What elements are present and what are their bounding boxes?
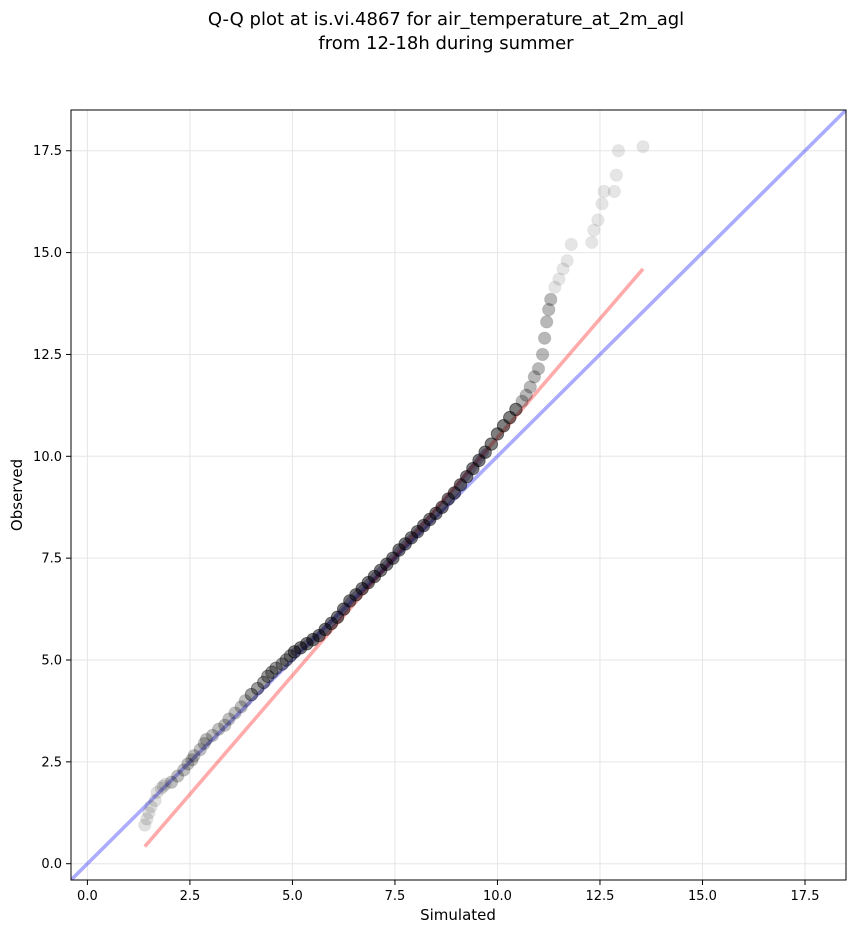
y-axis-ticks: 0.0 2.5 5.0 7.5 10.0 12.5 15.0 17.5 — [33, 144, 71, 872]
qq-point — [197, 736, 211, 751]
qq-point — [140, 812, 154, 826]
y-tick-label: 7.5 — [41, 552, 62, 567]
qq-point — [539, 315, 554, 329]
x-tick-label: 10.0 — [483, 889, 512, 904]
qq-point — [158, 777, 173, 791]
qq-point — [138, 818, 152, 832]
plot-frame — [70, 109, 847, 881]
x-tick-label: 15.0 — [688, 889, 717, 904]
x-tick-label: 12.5 — [585, 889, 614, 904]
qq-point — [527, 370, 542, 384]
qq-point — [585, 235, 599, 250]
x-axis-ticks: 0.0 2.5 5.0 7.5 10.0 12.5 15.0 17.5 — [77, 880, 819, 904]
qq-point — [218, 718, 232, 732]
y-tick-label: 12.5 — [33, 348, 62, 363]
qq-point — [222, 712, 236, 726]
grid-lines — [71, 110, 846, 880]
qq-point — [564, 237, 578, 252]
qq-point — [597, 184, 611, 199]
qq-point — [187, 749, 201, 763]
plot-area — [71, 110, 846, 880]
y-tick-label: 10.0 — [33, 450, 62, 465]
x-axis-label: Simulated — [420, 906, 496, 924]
qq-point — [636, 139, 650, 154]
qq-point — [205, 728, 220, 743]
qq-point — [531, 362, 546, 376]
qq-point — [228, 706, 242, 720]
qq-point — [199, 732, 214, 747]
qq-point — [234, 700, 248, 714]
qq-point — [537, 331, 552, 345]
qq-point — [265, 665, 279, 679]
y-tick-label: 0.0 — [41, 857, 62, 872]
qq-point — [193, 742, 207, 757]
y-tick-label: 2.5 — [41, 755, 62, 770]
qq-point — [211, 722, 226, 736]
qq-point — [542, 302, 556, 317]
qq-point — [591, 213, 605, 227]
x-tick-label: 17.5 — [791, 889, 820, 904]
chart-title-line-1: Q-Q plot at is.vi.4867 for air_temperatu… — [208, 9, 684, 30]
qq-point — [164, 775, 179, 789]
qq-point — [519, 388, 533, 402]
qq-point — [556, 262, 570, 276]
qq-point — [595, 197, 609, 211]
qq-point — [560, 254, 574, 268]
qq-point — [142, 806, 156, 820]
x-tick-label: 0.0 — [77, 889, 98, 904]
qq-point — [611, 144, 626, 158]
qq-point — [238, 694, 252, 708]
qq-point — [185, 753, 199, 767]
qq-point — [244, 687, 259, 702]
qq-point — [261, 669, 275, 683]
qq-point — [250, 681, 265, 696]
qq-point — [177, 763, 191, 777]
qq-point — [548, 280, 562, 294]
qq-point — [170, 769, 185, 783]
qq-point — [148, 793, 162, 808]
qq-point — [509, 402, 523, 417]
y-tick-label: 17.5 — [33, 144, 62, 159]
qq-point — [544, 292, 558, 307]
qq-point — [279, 653, 293, 667]
qq-point — [607, 184, 622, 199]
y-axis-label: Observed — [8, 459, 26, 531]
x-tick-label: 5.0 — [282, 889, 303, 904]
qq-point — [257, 675, 271, 690]
x-tick-label: 2.5 — [180, 889, 201, 904]
chart-title-line-2: from 12-18h during summer — [318, 33, 574, 54]
qq-point — [154, 781, 168, 796]
qq-point — [275, 657, 289, 671]
qq-point — [515, 394, 529, 408]
qq-point — [552, 272, 566, 286]
qq-point — [144, 799, 158, 814]
qq-point — [535, 347, 550, 362]
qq-point — [150, 785, 164, 800]
y-tick-label: 5.0 — [41, 654, 62, 669]
qq-point — [587, 223, 601, 237]
qq-point — [269, 661, 283, 675]
x-tick-label: 7.5 — [385, 889, 406, 904]
qq-point — [609, 168, 624, 182]
data-points — [138, 139, 650, 832]
qq-point — [484, 437, 499, 451]
qq-point — [523, 380, 537, 394]
y-tick-label: 15.0 — [33, 246, 62, 261]
qq-point — [181, 757, 195, 771]
qq-point — [156, 779, 170, 793]
